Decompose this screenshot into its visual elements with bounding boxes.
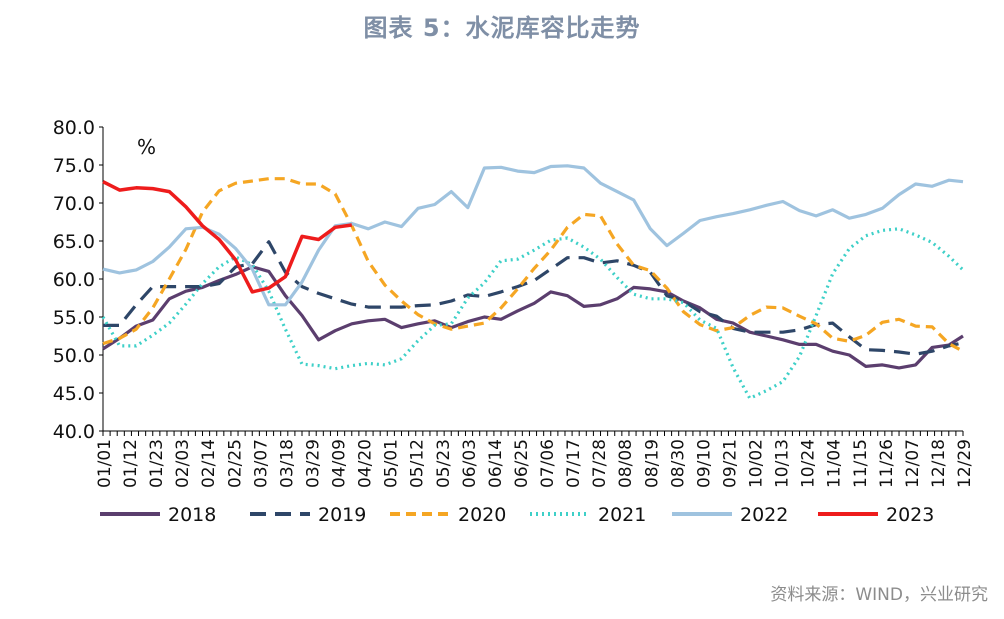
x-tick-label: 11/26: [877, 439, 897, 488]
x-tick-label: 11/15: [851, 439, 871, 488]
chart-title: 图表 5：水泥库容比走势: [363, 14, 641, 42]
y-tick-label: 65.0: [53, 231, 95, 253]
y-tick-label: 45.0: [53, 383, 95, 405]
y-tick-label: 55.0: [53, 307, 95, 329]
x-tick-label: 01/23: [147, 439, 167, 488]
x-tick-label: 01/12: [121, 439, 141, 488]
x-tick-label: 08/08: [616, 439, 636, 488]
series-line-2018: [102, 265, 964, 370]
x-tick-label: 12/29: [955, 439, 975, 488]
x-tick-label: 11/04: [825, 439, 845, 488]
x-tick-label: 07/17: [564, 439, 584, 488]
x-tick-label: 03/29: [303, 439, 323, 488]
legend-label-2022: 2022: [740, 504, 788, 526]
x-tick-label: 03/18: [277, 439, 297, 488]
x-tick-label: 12/18: [929, 439, 949, 488]
x-tick-label: 06/03: [460, 439, 480, 488]
x-tick-label: 02/25: [225, 439, 245, 488]
x-tick-label: 06/25: [512, 439, 532, 488]
x-tick-label: 12/07: [903, 439, 923, 488]
y-tick-label: 80.0: [53, 117, 95, 139]
x-tick-label: 07/06: [538, 439, 558, 488]
x-tick-label: 09/10: [694, 439, 714, 488]
series-layer: [101, 164, 965, 400]
x-tick-label: 03/07: [251, 439, 271, 488]
legend-label-2020: 2020: [458, 504, 506, 526]
x-tick-label: 05/12: [408, 439, 428, 488]
x-tick-label: 08/19: [642, 439, 662, 488]
series-line-2021: [101, 227, 965, 400]
legend-label-2021: 2021: [598, 504, 646, 526]
legend-label-2018: 2018: [168, 504, 216, 526]
series-line-2022: [102, 164, 964, 307]
x-tick-label: 04/09: [330, 439, 350, 488]
axes: 40.0 45.0 50.0 55.0 60.0 65.0 70.0 75.0 80.0 01/0…: [53, 117, 975, 488]
x-tick-label: 08/30: [668, 439, 688, 488]
x-tick-label: 02/14: [199, 439, 219, 488]
x-tick-label: 07/28: [590, 439, 610, 488]
y-tick-label: 70.0: [53, 193, 95, 215]
y-tick-label: 75.0: [53, 155, 95, 177]
series-line-2020: [102, 177, 964, 353]
y-tick-label: 50.0: [53, 345, 95, 367]
x-tick-label: 10/13: [773, 439, 793, 488]
series-line-2023: [102, 180, 353, 294]
x-tick-label: 10/24: [799, 439, 819, 488]
unit-label: %: [137, 135, 156, 159]
x-tick-label: 05/01: [382, 439, 402, 488]
x-tick-label: 06/14: [486, 439, 506, 488]
x-tick-label: 10/02: [747, 439, 767, 488]
x-tick-label: 05/23: [434, 439, 454, 488]
x-tick-label: 04/20: [356, 439, 376, 488]
x-tick-label: 02/03: [173, 439, 193, 488]
x-tick-label: 09/21: [720, 439, 740, 488]
legend-label-2023: 2023: [886, 504, 934, 526]
y-tick-label: 40.0: [53, 421, 95, 443]
legend: 2018 2019 2020 2021 2022 2023: [100, 504, 934, 526]
y-tick-label: 60.0: [53, 269, 95, 291]
legend-label-2019: 2019: [318, 504, 366, 526]
source-note: 资料来源：WIND，兴业研究: [770, 585, 988, 605]
x-tick-label: 01/01: [95, 439, 115, 488]
